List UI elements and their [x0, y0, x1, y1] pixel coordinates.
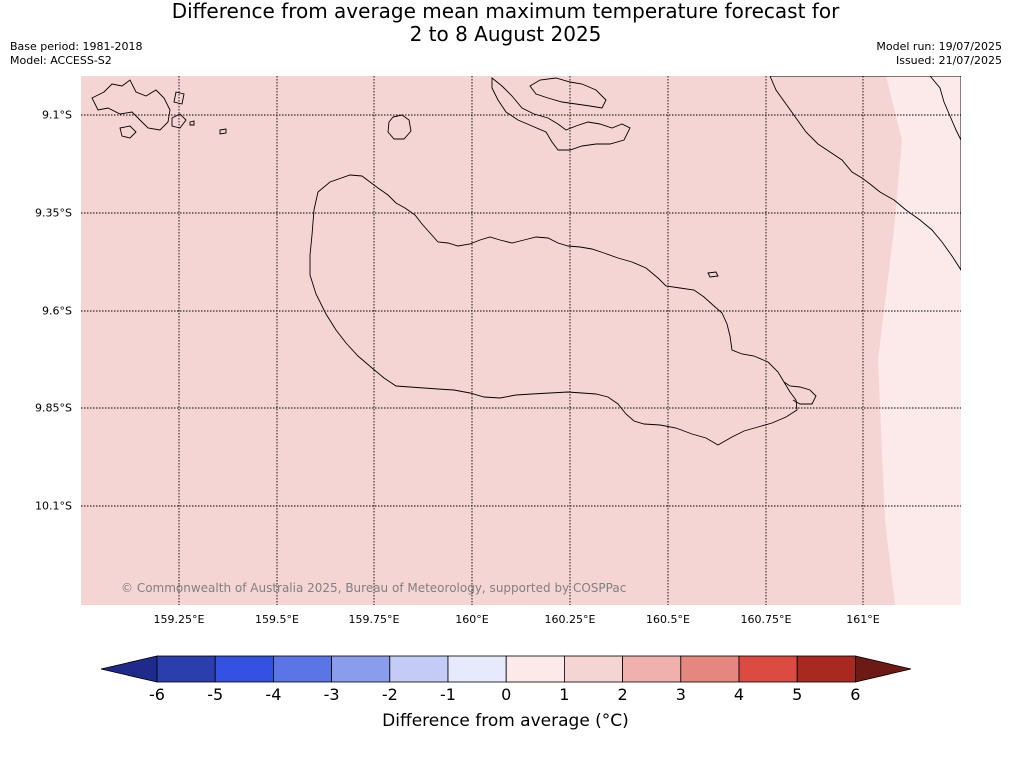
lon-label: 161°E	[846, 613, 880, 626]
lon-label: 160.75°E	[740, 613, 792, 626]
colorbar-tick-label: 4	[733, 685, 745, 704]
model-name: Model: ACCESS-S2	[10, 54, 112, 67]
coast-malaita	[769, 76, 961, 271]
lat-label: 9.85°S	[35, 401, 72, 415]
title-line-2: 2 to 8 August 2025	[409, 22, 602, 46]
colorbar-segment	[796, 655, 856, 683]
colorbar-tick-label: -1	[440, 685, 456, 704]
coast-florida-islands-2	[529, 77, 607, 109]
coast-russell-islands	[91, 79, 171, 131]
coast-russell-islands-2	[119, 125, 137, 139]
lat-label: 10.1°S	[35, 499, 72, 513]
graticule	[81, 76, 961, 605]
colorbar-segment	[505, 655, 565, 683]
coast-savo-island	[387, 114, 412, 140]
colorbar-tick-label: 0	[501, 685, 512, 704]
colorbar-tick-label: -2	[381, 685, 398, 704]
lat-label: 9.35°S	[35, 206, 72, 220]
colorbar-tick-label: 3	[675, 685, 686, 704]
map-title: Difference from average mean maximum tem…	[0, 0, 1011, 46]
coast-guadalcanal	[309, 174, 798, 446]
model-run: Model run: 19/07/2025	[876, 40, 1002, 53]
lon-label: 160°E	[455, 613, 489, 626]
lon-label: 160.25°E	[544, 613, 596, 626]
colorbar-extend-low	[100, 655, 158, 683]
coastlines	[91, 76, 961, 446]
colorbar-segment	[680, 655, 740, 683]
coast-islet-2	[189, 120, 195, 126]
issued-date: Issued: 21/07/2025	[895, 54, 1002, 67]
colorbar-tick-label: -5	[207, 685, 224, 704]
lon-label: 160.5°E	[646, 613, 690, 626]
colorbar-segment	[331, 655, 391, 683]
coast-guadalcanal-east-tip	[783, 381, 817, 405]
anomaly-field-east	[878, 76, 961, 605]
lon-label: 159.75°E	[348, 613, 400, 626]
anomaly-field-main	[81, 76, 961, 605]
colorbar-segment	[447, 655, 507, 683]
colorbar-tick-label: 6	[850, 685, 861, 704]
colorbar-segment	[389, 655, 449, 683]
coast-islet-1	[219, 128, 227, 135]
coast-russell-islands-4	[173, 91, 185, 105]
coast-islet-small	[707, 271, 719, 278]
colorbar-segment	[214, 655, 274, 683]
colorbar-tick-label: -3	[323, 685, 340, 704]
colorbar-label: Difference from average (°C)	[382, 711, 629, 731]
colorbar-segment	[156, 655, 216, 683]
colorbar-segment	[622, 655, 682, 683]
colorbar-tick-label: -4	[265, 685, 282, 704]
colorbar-segment	[564, 655, 624, 683]
colorbar-segment	[738, 655, 798, 683]
coast-malaita-inner	[929, 76, 961, 141]
lat-label: 9.6°S	[42, 304, 72, 318]
coast-russell-islands-3	[171, 113, 187, 129]
lon-label: 159.5°E	[255, 613, 299, 626]
lon-label: 159.25°E	[153, 613, 205, 626]
base-period: Base period: 1981-2018	[10, 40, 143, 53]
colorbar-tick-label: 2	[617, 685, 628, 704]
colorbar-extend-high	[855, 655, 912, 683]
colorbar-tick-label: 1	[559, 685, 570, 704]
colorbar-segment	[272, 655, 332, 683]
meta-left: Base period: 1981-2018 Model: ACCESS-S2	[10, 40, 142, 68]
colorbar-tick-label: 5	[792, 685, 803, 704]
colorbar	[100, 655, 912, 683]
title-line-1: Difference from average mean maximum tem…	[171, 0, 840, 23]
coast-florida-islands	[491, 77, 631, 151]
lat-label: 9.1°S	[42, 108, 72, 122]
colorbar-tick-label: -6	[149, 685, 165, 704]
copyright-text: © Commonwealth of Australia 2025, Bureau…	[121, 581, 626, 595]
meta-right: Model run: 19/07/2025 Issued: 21/07/2025	[876, 40, 1002, 68]
